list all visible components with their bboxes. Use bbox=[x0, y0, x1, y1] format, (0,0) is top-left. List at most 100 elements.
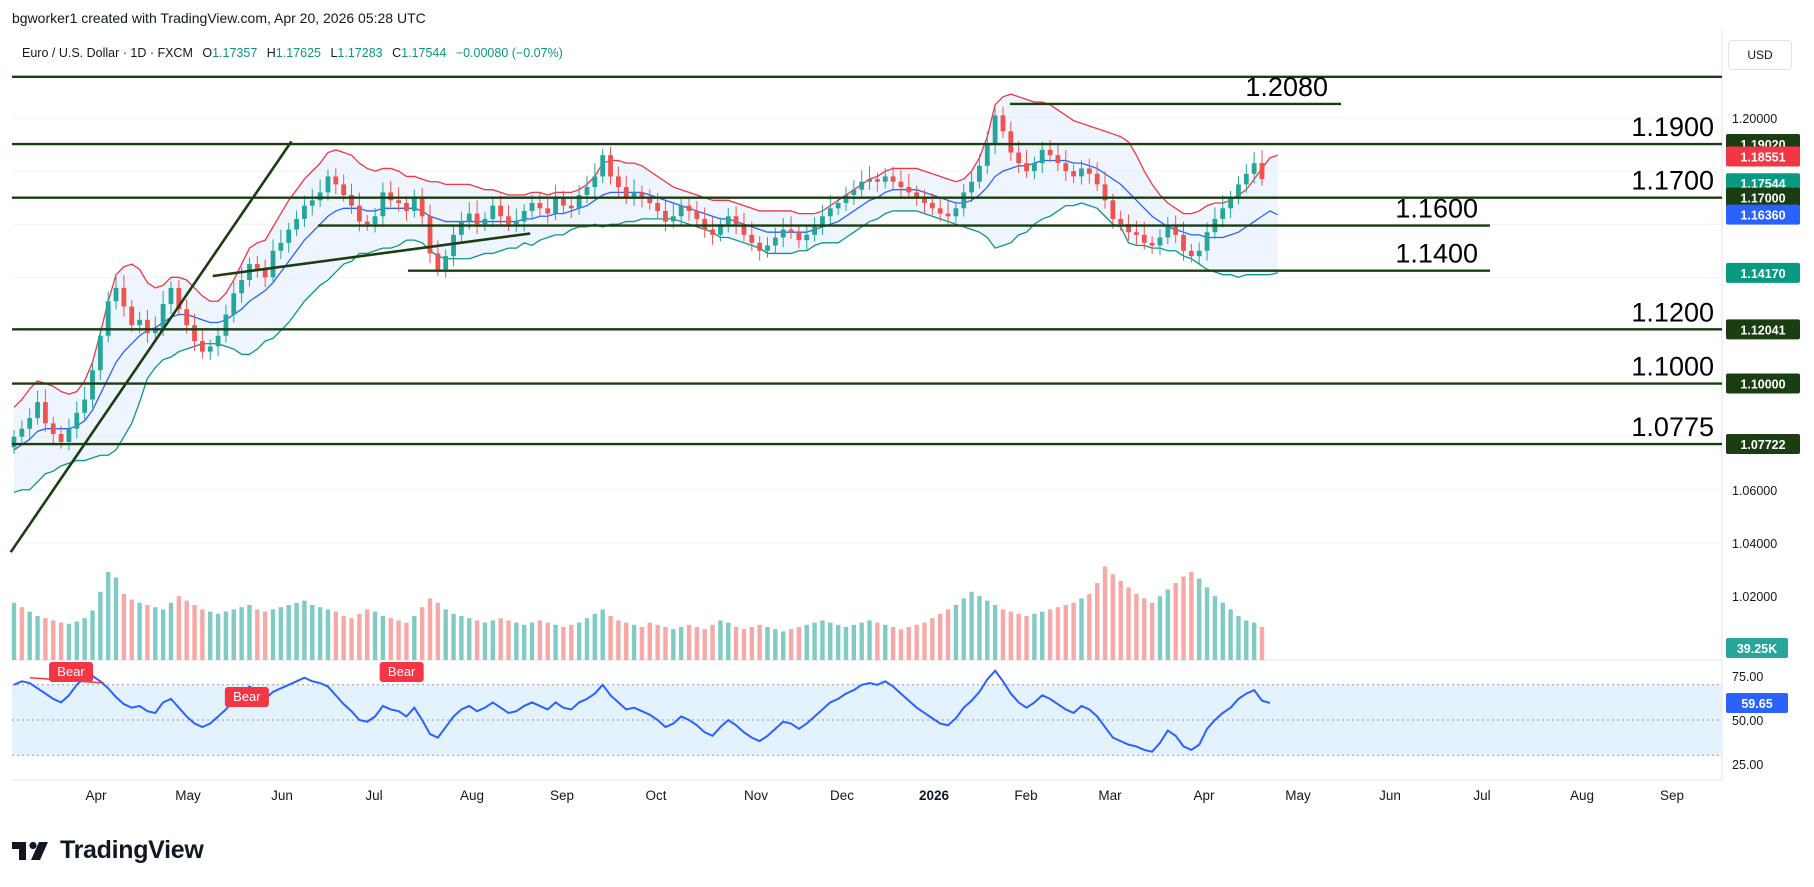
candle bbox=[404, 196, 409, 221]
candle bbox=[953, 201, 959, 223]
candle bbox=[388, 180, 394, 207]
candle-body bbox=[608, 155, 613, 177]
volume-bar bbox=[58, 622, 64, 660]
candle-body bbox=[254, 264, 260, 270]
time-axis-label: May bbox=[1285, 788, 1311, 803]
candle-body bbox=[129, 306, 135, 326]
volume-bar bbox=[255, 609, 260, 660]
candle bbox=[1055, 143, 1061, 172]
price-badge-label: 1.07722 bbox=[1740, 438, 1785, 452]
candle bbox=[623, 175, 629, 205]
candle-body bbox=[1165, 226, 1171, 238]
candle bbox=[1024, 150, 1029, 178]
volume-bar bbox=[310, 605, 315, 660]
candle bbox=[600, 148, 606, 184]
candle-body bbox=[631, 192, 637, 198]
volume-bar bbox=[1055, 607, 1061, 660]
volume-bar bbox=[105, 572, 111, 660]
candle-body bbox=[451, 234, 456, 257]
candle-body bbox=[568, 205, 574, 209]
volume-bar bbox=[419, 607, 425, 660]
volume-bar bbox=[153, 607, 158, 660]
bear-signal-label: Bear bbox=[57, 664, 85, 679]
brand[interactable]: TradingView bbox=[12, 836, 204, 865]
bollinger-lower bbox=[13, 202, 1278, 494]
candle bbox=[1000, 107, 1006, 138]
candle bbox=[1071, 164, 1077, 184]
price-badge bbox=[1726, 434, 1800, 455]
candle bbox=[694, 201, 700, 226]
volume-bar bbox=[168, 602, 174, 660]
volume-bar bbox=[357, 613, 362, 660]
candle-body bbox=[1031, 163, 1037, 172]
candle bbox=[1102, 171, 1108, 209]
candle bbox=[215, 327, 221, 357]
currency-selector[interactable]: USD bbox=[1728, 40, 1792, 70]
candle-body bbox=[482, 218, 488, 225]
level-label: 1.1600 bbox=[1395, 194, 1478, 224]
candle-body bbox=[1141, 234, 1147, 243]
time-axis-label: Feb bbox=[1014, 788, 1037, 803]
volume-bar bbox=[215, 613, 221, 660]
candle bbox=[19, 420, 25, 445]
volume-bar bbox=[1228, 609, 1233, 660]
candle bbox=[11, 430, 17, 454]
candle bbox=[254, 255, 260, 278]
candle bbox=[1251, 151, 1257, 184]
candle-body bbox=[984, 144, 990, 166]
candle-body bbox=[584, 187, 590, 196]
volume-bar bbox=[490, 620, 495, 660]
volume-bar bbox=[969, 591, 974, 660]
volume-bar bbox=[851, 624, 857, 660]
candle-body bbox=[686, 205, 692, 211]
volume-bar bbox=[529, 622, 535, 660]
volume-bar bbox=[113, 577, 119, 660]
price-badge bbox=[1726, 204, 1800, 225]
candle-body bbox=[466, 213, 472, 222]
candle bbox=[427, 204, 433, 264]
bear-signal-bg bbox=[379, 662, 424, 682]
candle bbox=[592, 163, 598, 197]
candle-body bbox=[592, 176, 598, 188]
volume-bar bbox=[506, 620, 511, 660]
time-axis-label: May bbox=[175, 788, 201, 803]
candle-body bbox=[317, 192, 323, 201]
level-label: 1.1900 bbox=[1631, 112, 1714, 142]
candle bbox=[780, 218, 786, 248]
low-value: 1.17283 bbox=[337, 46, 383, 60]
price-badge-label: 1.10000 bbox=[1740, 378, 1785, 392]
volume-bar bbox=[749, 627, 755, 660]
high-label: H bbox=[266, 46, 276, 60]
price-badge-label: 1.17000 bbox=[1740, 192, 1785, 206]
candle-body bbox=[859, 181, 865, 190]
rsi-line bbox=[13, 669, 1271, 753]
volume-bar bbox=[1244, 620, 1249, 660]
candle bbox=[97, 327, 103, 381]
candle bbox=[396, 187, 402, 212]
volume-bar bbox=[702, 629, 707, 660]
volume-bar bbox=[726, 622, 731, 660]
candle-body bbox=[286, 229, 292, 243]
price-badge-label: 1.18551 bbox=[1740, 150, 1785, 164]
volume-bar bbox=[961, 598, 966, 660]
candle-body bbox=[160, 303, 166, 328]
candle-body bbox=[74, 412, 80, 429]
candle bbox=[741, 212, 747, 242]
change-value: −0.00080 (−0.07%) bbox=[455, 46, 563, 60]
symbol-name[interactable]: Euro / U.S. Dollar · 1D · FXCM bbox=[22, 46, 193, 60]
candle bbox=[50, 416, 56, 444]
candle bbox=[223, 304, 229, 343]
candle bbox=[1236, 176, 1241, 205]
volume-bar bbox=[349, 618, 354, 660]
volume-bar bbox=[1047, 609, 1053, 660]
candle-body bbox=[765, 245, 770, 251]
candle bbox=[192, 313, 197, 351]
candle-body bbox=[521, 210, 527, 222]
volume-bar bbox=[616, 620, 621, 660]
candle-body bbox=[90, 370, 95, 400]
price-badge-label: 1.12041 bbox=[1740, 323, 1785, 337]
bear-signal-bg bbox=[49, 662, 94, 682]
candle bbox=[317, 179, 323, 207]
candle-body bbox=[655, 202, 661, 211]
